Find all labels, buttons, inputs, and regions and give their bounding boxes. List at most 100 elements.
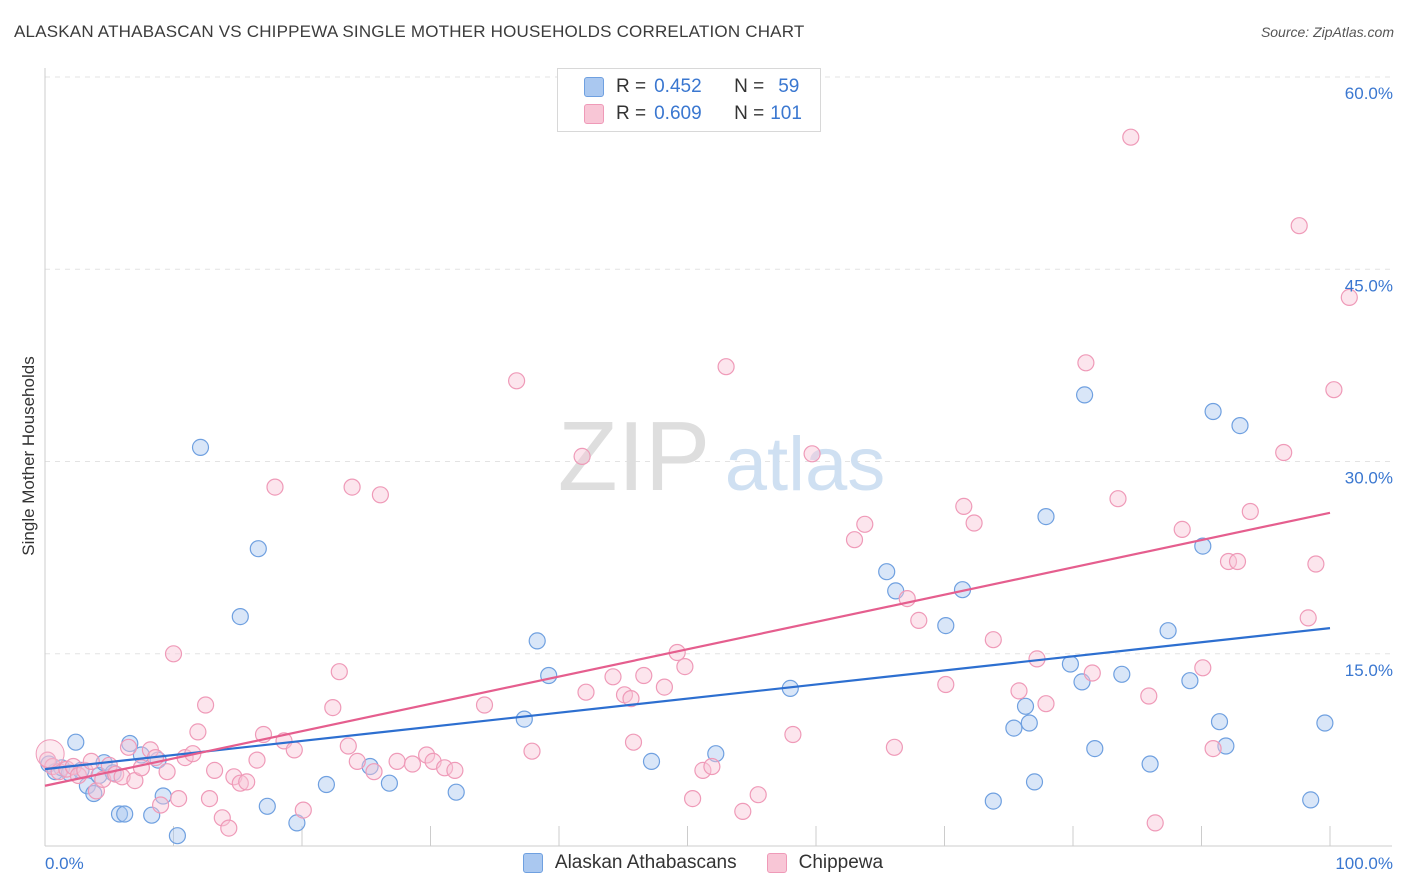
trend-line-athabascan (44, 627, 1331, 771)
data-point (67, 733, 85, 751)
data-point (1241, 502, 1259, 521)
source-label: Source: ZipAtlas.com (1260, 24, 1394, 40)
data-point (317, 775, 335, 794)
data-point (158, 763, 176, 781)
data-point (683, 789, 702, 808)
data-point (910, 611, 928, 630)
y-tick-label: 15.0% (1345, 661, 1393, 680)
legend-label-chippewa: Chippewa (798, 852, 884, 873)
data-point (1181, 672, 1199, 690)
data-point (339, 737, 357, 755)
data-point (703, 757, 721, 776)
y-axis-label: Single Mother Households (19, 356, 38, 555)
data-point (1020, 714, 1038, 732)
data-point (604, 668, 622, 686)
data-point (348, 752, 366, 771)
trend-line-chippewa (44, 511, 1331, 787)
trend-layer (44, 511, 1331, 787)
legend-label-athabascan: Alaskan Athabascans (554, 852, 737, 873)
data-point (1146, 814, 1164, 832)
data-point (1083, 664, 1101, 682)
data-point (110, 805, 129, 823)
data-point (1037, 507, 1055, 526)
series-legend: Alaskan Athabascans Chippewa (0, 852, 1406, 874)
data-point (1173, 520, 1191, 539)
data-point (447, 783, 465, 801)
legend-n-label: N = (734, 103, 765, 124)
data-point (1159, 622, 1177, 640)
data-point (624, 733, 643, 751)
data-point (1204, 402, 1222, 421)
data-point (82, 752, 100, 771)
data-point (856, 515, 874, 533)
data-point (343, 478, 361, 496)
data-point (622, 689, 640, 708)
data-point (436, 759, 454, 777)
data-point (85, 784, 103, 803)
legend-n-value: 101 (770, 103, 802, 124)
data-point (380, 774, 398, 792)
data-point (1005, 719, 1023, 737)
data-point (984, 792, 1002, 810)
data-point (573, 447, 591, 465)
data-point (878, 563, 896, 581)
data-point (965, 514, 983, 532)
data-point (1219, 552, 1238, 571)
data-point (200, 789, 219, 808)
data-point (540, 666, 558, 685)
data-point (475, 696, 494, 714)
data-point (1016, 697, 1035, 715)
data-point (152, 796, 170, 814)
data-point (642, 752, 661, 771)
data-point (238, 773, 256, 791)
data-point (1325, 381, 1343, 399)
data-point (845, 531, 864, 549)
data-point (1302, 791, 1320, 809)
legend-r-value: 0.609 (654, 103, 702, 124)
data-point (707, 745, 725, 763)
data-point (694, 761, 712, 780)
data-point (330, 663, 348, 681)
legend-r-label: R = (616, 76, 647, 97)
data-point (1037, 695, 1055, 713)
data-point (266, 478, 284, 496)
data-point (734, 802, 752, 821)
data-point (231, 607, 249, 626)
data-point (1194, 659, 1212, 677)
y-tick-label: 30.0% (1345, 469, 1393, 488)
data-point (885, 738, 904, 756)
data-point (1086, 739, 1104, 758)
data-point (119, 738, 138, 756)
legend-swatch-athabascan (522, 853, 543, 873)
data-point (1140, 687, 1158, 705)
data-point (197, 696, 215, 714)
data-point (635, 666, 653, 685)
data-point (365, 763, 383, 781)
data-point (577, 683, 595, 701)
axis-layer (44, 68, 1392, 847)
data-point (132, 759, 150, 777)
legend-n-value: 59 (778, 76, 800, 97)
x-tick-label: 0.0% (45, 854, 84, 873)
data-point (1061, 655, 1080, 673)
legend-r-value: 0.452 (654, 76, 702, 97)
legend-swatch-athabascan (584, 77, 604, 97)
data-point (1141, 755, 1159, 773)
data-point (1109, 490, 1127, 508)
data-point (1210, 713, 1229, 731)
stats-legend: R = 0.452 N = 59 R = 0.609 N = 101 (557, 68, 821, 132)
legend-swatch-chippewa (766, 853, 787, 873)
data-point (248, 751, 266, 769)
data-point (206, 761, 224, 780)
data-point (515, 710, 533, 728)
watermark: ZIP atlas (558, 401, 886, 511)
data-point (189, 723, 207, 741)
data-point (1275, 443, 1293, 462)
data-point (164, 645, 183, 663)
labels-layer: 15.0% 30.0% 45.0% 60.0% 0.0% 100.0% (45, 84, 1393, 873)
data-point (249, 540, 267, 558)
data-point (418, 746, 436, 764)
data-point (1228, 552, 1247, 571)
data-point (294, 801, 312, 819)
data-point (324, 698, 342, 717)
